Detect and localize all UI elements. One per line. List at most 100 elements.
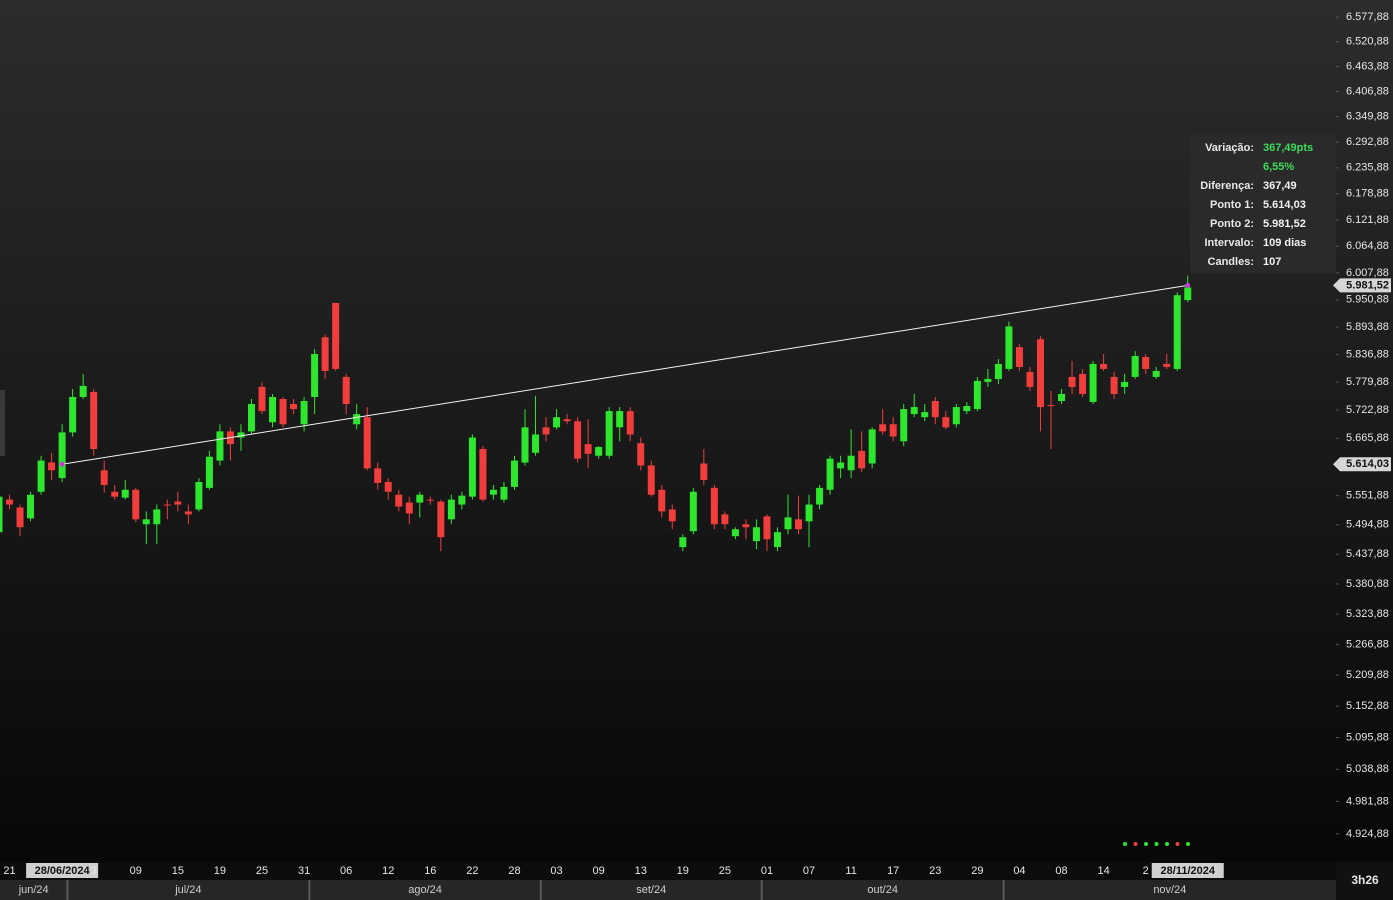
candle-body	[963, 406, 971, 412]
date-highlight	[26, 863, 99, 878]
x-tick-label: 23	[929, 865, 941, 877]
month-label: out/24	[867, 884, 898, 896]
candle-body	[384, 481, 392, 492]
y-tick-label: 5.380,88	[1346, 578, 1389, 590]
candle-body	[1142, 357, 1150, 369]
candle-body	[1163, 363, 1171, 367]
x-tick-label: 13	[635, 865, 647, 877]
candle-body	[858, 450, 866, 469]
candle-body	[216, 431, 224, 461]
candle-body	[321, 337, 329, 371]
y-tick-label: 4.981,88	[1346, 795, 1389, 807]
candle-body	[994, 363, 1002, 379]
y-tick-label: 5.779,88	[1346, 376, 1389, 388]
candle-body	[489, 489, 497, 495]
candle-body	[1068, 376, 1076, 387]
candle-body	[1110, 376, 1118, 394]
candle-body	[752, 527, 760, 542]
x-tick-label: 19	[677, 865, 689, 877]
y-tick-label: 5.209,88	[1346, 669, 1389, 681]
candle-body	[942, 417, 950, 428]
candle-body	[311, 354, 319, 397]
candle-body	[658, 489, 666, 512]
x-tick-label: 07	[803, 865, 815, 877]
month-label: set/24	[636, 884, 666, 896]
candle-body	[69, 396, 77, 433]
x-tick-label: 15	[172, 865, 184, 877]
y-tick-label: 5.665,88	[1346, 432, 1389, 444]
candle-body	[79, 385, 87, 397]
candle-body	[247, 404, 255, 432]
candle-body	[405, 502, 413, 514]
y-tick-label: 5.437,88	[1346, 548, 1389, 560]
x-tick-label: 12	[382, 865, 394, 877]
candle-body	[679, 537, 687, 548]
y-tick-label: 5.836,88	[1346, 348, 1389, 360]
x-tick-label: 22	[466, 865, 478, 877]
candle-body	[542, 427, 550, 435]
candle-body	[1005, 326, 1013, 369]
y-tick-label: 6.577,88	[1346, 11, 1389, 23]
signal-dot	[1144, 842, 1148, 846]
candle-body	[395, 494, 403, 507]
x-tick-label: 09	[130, 865, 142, 877]
y-tick-label: 5.950,88	[1346, 294, 1389, 306]
candle-body	[416, 494, 424, 503]
signal-dot	[1123, 842, 1127, 846]
candle-body	[163, 504, 171, 506]
candle-body	[637, 443, 645, 466]
candle-body	[100, 470, 108, 485]
price-tag	[1333, 278, 1391, 293]
candle-body	[342, 376, 350, 405]
signal-dot	[1154, 842, 1159, 846]
x-tick-label: 31	[298, 865, 310, 877]
y-tick-label: 6.349,88	[1346, 111, 1389, 123]
candle-body	[773, 532, 781, 548]
candle-body	[668, 509, 676, 522]
month-label: nov/24	[1153, 884, 1186, 896]
candle-body	[532, 434, 540, 453]
candle-body	[142, 519, 150, 525]
candle-body	[27, 494, 35, 519]
x-tick-label: 28/06/2024	[35, 865, 91, 877]
candle-body	[447, 499, 455, 520]
tooltip-box	[1190, 135, 1336, 273]
candle-body	[1058, 393, 1066, 402]
measurement-point	[1185, 282, 1191, 288]
candle-body	[784, 517, 792, 530]
candle-body	[595, 447, 603, 456]
signal-dot	[1186, 842, 1190, 846]
candle-body	[205, 456, 213, 488]
x-tick-label: 16	[424, 865, 436, 877]
candle-body	[1015, 347, 1023, 367]
x-tick-label: 25	[256, 865, 268, 877]
measurement-point	[59, 461, 65, 467]
candle-body	[1089, 363, 1097, 402]
side-tab[interactable]	[0, 390, 5, 456]
candle-body	[1100, 363, 1108, 369]
signal-dot	[1133, 842, 1138, 846]
candle-body	[0, 496, 3, 533]
candle-body	[889, 424, 897, 437]
candle-body	[553, 417, 561, 428]
tooltip-value: 5.614,03	[1263, 199, 1306, 211]
candle-body	[973, 380, 981, 410]
y-tick-label: 4.924,88	[1346, 828, 1389, 840]
x-tick-label: 08	[1055, 865, 1067, 877]
plot-area	[0, 275, 1192, 552]
candle-body	[332, 302, 340, 369]
candle-body	[763, 516, 771, 540]
tooltip-label: Ponto 2:	[1210, 218, 1254, 230]
candle-body	[479, 448, 487, 500]
tooltip-label: Diferença:	[1200, 180, 1254, 192]
x-tick-label: 14	[1097, 865, 1109, 877]
candle-body	[37, 460, 45, 492]
candle-body	[353, 414, 361, 425]
month-bar	[0, 880, 1336, 900]
candle-body	[1121, 381, 1129, 387]
candle-body	[174, 501, 182, 505]
x-tick-label: 21	[3, 865, 15, 877]
candle-body	[468, 437, 476, 497]
x-tick-label: 28	[508, 865, 520, 877]
